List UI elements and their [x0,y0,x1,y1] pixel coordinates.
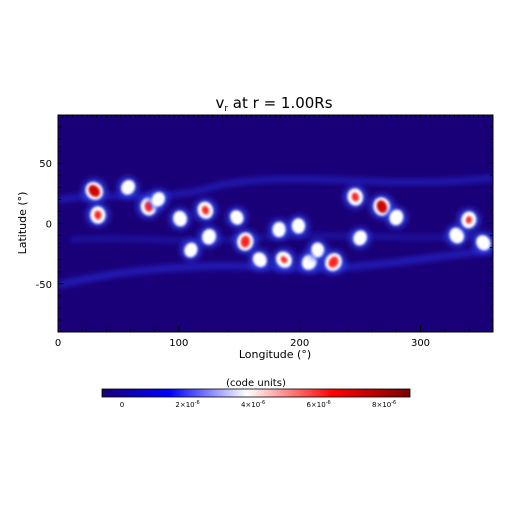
hotspot [321,249,346,275]
hotspot [81,178,107,204]
diffuse-band-north [58,175,493,203]
hotspot-body [202,228,217,245]
hotspot [147,188,169,210]
x-tick-label: 300 [411,338,430,349]
colorbar-tick-label: 0 [120,401,124,409]
hotspot-layer [81,176,493,275]
hotspot-core [351,192,359,202]
hotspot [117,176,139,199]
hotspot [198,225,220,248]
hotspot [226,206,248,228]
hotspot-body [311,242,325,258]
hotspot-core [328,256,339,268]
hotspot-core [94,210,102,220]
hotspot-core [280,256,288,264]
hotspot-body [121,179,136,195]
hotspot [272,248,296,272]
colorbar-tick-label: 6×10-6 [306,400,330,409]
colorbar-ticks: 0 2×10-6 4×10-6 6×10-6 8×10-6 [120,400,396,409]
x-axis: 0 100 200 300 [55,326,494,349]
title-rest: at r = 1.00Rs [228,94,333,112]
hotspot [180,239,202,261]
hotspot [445,224,468,247]
hotspot-core [88,185,100,197]
title-symbol: v [215,94,224,112]
chart-title: vr at r = 1.00Rs [215,94,332,114]
colorbar-tick-label: 4×10-6 [241,400,265,409]
hotspot-body [476,235,491,251]
hotspot [457,208,481,232]
hotspot [369,194,395,220]
hotspot-body [173,210,188,227]
hotspot [287,215,310,237]
hotspot-body [353,230,367,246]
colorbar [101,388,411,398]
hotspot [307,239,329,261]
y-axis: -50 0 50 [36,126,493,321]
hotspot-body [151,192,166,207]
hotspot [472,231,493,254]
hotspot [86,203,110,227]
hotspot-core [465,216,472,224]
hotspot-body [449,227,465,244]
hotspot [193,198,218,223]
hotspot-core [376,200,388,213]
x-tick-label: 100 [169,338,188,349]
plot-area [58,115,493,332]
x-axis-label: Longitude (°) [239,348,311,361]
y-tick-label: -50 [36,280,52,291]
title-subscript: r [224,104,228,114]
hotspot-body [389,209,404,226]
hotspot-body [291,218,306,234]
colorbar-tick-label: 2×10-6 [175,400,199,409]
hotspot [385,206,408,229]
top-minor-ticks [57,115,494,118]
x-tick-label: 200 [290,338,309,349]
hotspot [349,227,371,249]
colorbar-tick-label: 8×10-6 [372,400,396,409]
hotspot [249,248,271,271]
x-tick-label: 0 [55,338,61,349]
hotspot-body [230,210,244,225]
hotspot-core [240,235,250,248]
colorbar-label: (code units) [226,378,286,389]
hotspot [343,185,368,209]
hotspot-body [252,252,267,268]
hotspot-core [201,205,209,215]
hotspot [268,218,290,241]
y-axis-label: Latitude (°) [16,192,29,255]
hotspot-body [272,221,286,238]
hotspot [233,229,258,254]
y-tick-label: 50 [39,159,52,170]
y-tick-label: 0 [46,220,52,231]
hotspot [169,207,191,230]
hotspot-body [184,242,198,258]
